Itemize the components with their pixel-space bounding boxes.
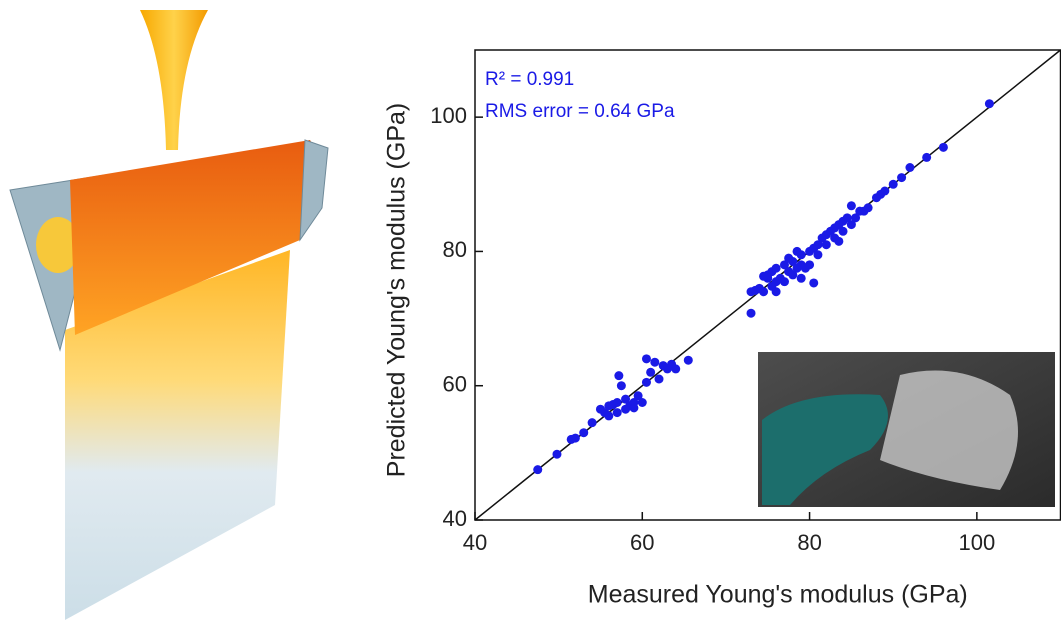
point [621, 394, 631, 404]
y-tick-label: 60 [443, 372, 467, 397]
y-axis-label: Predicted Young's modulus (GPa) [383, 103, 411, 477]
point [851, 213, 861, 223]
annotation: R² = 0.991 [485, 69, 574, 90]
point [633, 391, 643, 401]
point [805, 260, 815, 270]
inset-glove [762, 394, 888, 505]
point [614, 371, 624, 381]
illustration [9, 10, 329, 620]
annotation: RMS error = 0.64 GPa [485, 101, 675, 122]
y-tick-label: 80 [443, 237, 467, 262]
inset-glass-sheet [880, 370, 1018, 490]
point [759, 271, 769, 281]
point [646, 367, 656, 377]
point [650, 357, 660, 367]
x-tick-label: 60 [630, 530, 654, 555]
point [570, 433, 580, 443]
glass-sheet [65, 250, 290, 620]
point [587, 418, 597, 428]
point [838, 226, 848, 236]
point [746, 308, 756, 318]
trough-end [299, 139, 329, 242]
point [922, 152, 932, 162]
point [813, 240, 823, 250]
point [641, 354, 651, 364]
point [779, 277, 789, 287]
point [888, 179, 898, 189]
point [771, 263, 781, 273]
point [612, 398, 622, 407]
point [637, 398, 647, 407]
point [779, 260, 789, 270]
point [671, 364, 681, 374]
point [863, 203, 873, 213]
x-tick-label: 80 [797, 530, 821, 555]
point [604, 411, 614, 421]
point [788, 270, 798, 280]
point [842, 213, 852, 223]
point [938, 142, 948, 152]
trough [70, 140, 322, 335]
trough-end-glass [36, 217, 80, 273]
point [654, 374, 664, 384]
point [533, 465, 543, 475]
point [792, 246, 802, 256]
glass-stream [140, 10, 208, 150]
y-tick-label: 100 [430, 103, 467, 128]
point [767, 281, 777, 291]
point [880, 186, 890, 196]
y-tick-label: 40 [443, 506, 467, 531]
point [796, 273, 806, 283]
point [629, 403, 639, 413]
point [612, 408, 622, 418]
point [813, 250, 823, 260]
point [616, 381, 626, 391]
point [984, 99, 994, 109]
point [846, 201, 856, 211]
point [784, 253, 794, 263]
x-tick-label: 100 [958, 530, 995, 555]
point [846, 220, 856, 230]
point [897, 173, 907, 183]
point [552, 449, 562, 459]
point [834, 236, 844, 246]
point [579, 428, 589, 438]
point [621, 404, 631, 414]
point [683, 355, 693, 365]
x-tick-label: 40 [463, 530, 487, 555]
point [809, 278, 819, 288]
point [759, 287, 769, 297]
point [641, 377, 651, 387]
x-axis-label: Measured Young's modulus (GPa) [588, 581, 968, 609]
point [821, 240, 831, 250]
point [905, 163, 915, 172]
